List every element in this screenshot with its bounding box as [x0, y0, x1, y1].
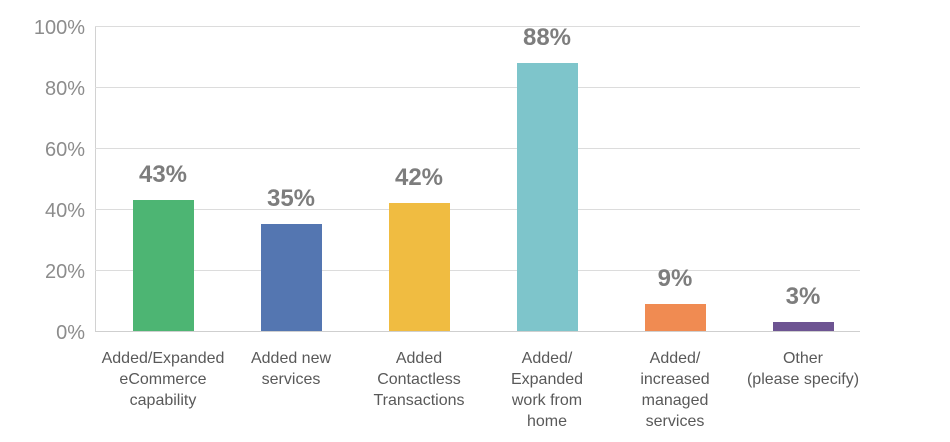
bar-5 — [645, 304, 706, 331]
value-label: 3% — [785, 283, 821, 310]
value-label: 35% — [266, 185, 316, 212]
gridline-60 — [95, 148, 860, 149]
value-label: 9% — [657, 265, 693, 292]
category-label: Added/ increased managed services — [640, 350, 710, 430]
bar-3 — [389, 203, 450, 331]
bar-4 — [517, 63, 578, 331]
value-label: 88% — [522, 24, 572, 51]
y-tick-label: 0% — [56, 322, 85, 344]
category-label: Added/Expanded eCommerce capability — [101, 350, 225, 409]
x-axis-line — [95, 331, 860, 332]
category-label: Added new services — [250, 350, 332, 388]
gridline-20 — [95, 270, 860, 271]
category-label: Other (please specify) — [746, 350, 860, 388]
plot-area — [95, 26, 860, 331]
y-tick-label: 40% — [44, 200, 85, 222]
value-label: 43% — [138, 161, 188, 188]
value-label: 42% — [394, 164, 444, 191]
bar-1 — [133, 200, 194, 331]
y-axis-line — [95, 26, 96, 332]
y-tick-label: 80% — [44, 78, 85, 100]
gridline-100 — [95, 26, 860, 27]
category-label: Added Contactless Transactions — [373, 350, 465, 409]
gridline-40 — [95, 209, 860, 210]
category-label: Added/ Expanded work from home — [510, 350, 584, 430]
y-tick-label: 20% — [44, 261, 85, 283]
bar-2 — [261, 224, 322, 331]
bar-6 — [773, 322, 834, 331]
y-tick-label: 100% — [33, 17, 85, 39]
gridline-80 — [95, 87, 860, 88]
y-tick-label: 60% — [44, 139, 85, 161]
